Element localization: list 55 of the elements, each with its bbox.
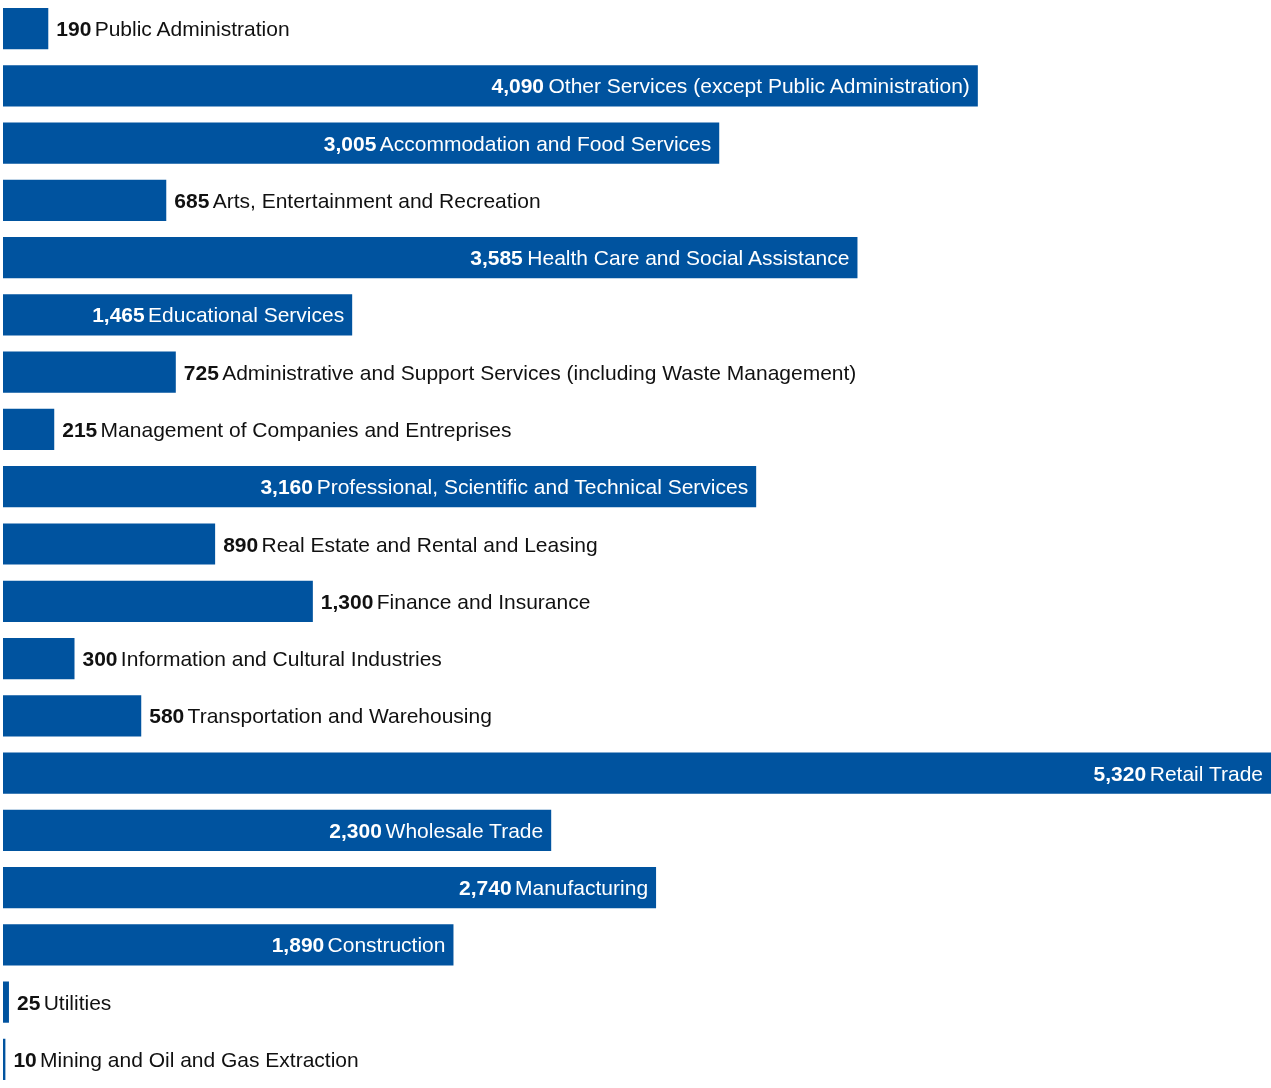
bar: [3, 637, 75, 680]
bar: [3, 351, 176, 393]
data-label: 2,740: [459, 876, 512, 900]
y-tick-label: Public Administration: [94, 17, 290, 41]
y-tick-label: Retail Trade: [1149, 761, 1263, 785]
bar: [3, 981, 9, 1023]
data-label: 1,300: [320, 589, 374, 613]
y-tick-label: Health Care and Social Assistance: [527, 246, 850, 270]
bar: [3, 809, 552, 851]
data-label: 580: [149, 704, 185, 728]
y-tick-label: Educational Services: [148, 303, 345, 327]
bar: [3, 179, 167, 222]
data-label: 685: [174, 188, 210, 212]
y-tick-label: Finance and Insurance: [376, 589, 591, 613]
data-label: 3,585: [470, 246, 524, 270]
bar: [3, 924, 454, 966]
data-label: 25: [16, 990, 41, 1014]
y-tick-label: Professional, Scientific and Technical Services: [316, 475, 749, 499]
data-label: 3,005: [323, 131, 377, 155]
data-label: 4,090: [491, 74, 545, 98]
data-label: 10: [13, 1047, 37, 1071]
y-tick-label: Information and Cultural Industries: [120, 647, 442, 671]
y-tick-label: Manufacturing: [514, 876, 649, 900]
y-tick-label: Other Services (except Public Administration): [548, 74, 970, 98]
data-label: 2,300: [329, 818, 382, 842]
y-tick-label: Management of Companies and Entreprises: [100, 417, 512, 441]
y-tick-label: Real Estate and Rental and Leasing: [261, 532, 598, 556]
bar: [3, 408, 55, 451]
data-label: 215: [62, 417, 98, 441]
y-tick-label: Wholesale Trade: [385, 818, 544, 842]
y-tick-label: Utilities: [43, 990, 112, 1014]
y-tick-label: Transportation and Warehousing: [187, 704, 492, 728]
y-tick-label: Construction: [327, 933, 446, 957]
y-tick-label: Arts, Entertainment and Recreation: [212, 188, 541, 212]
bar: [3, 866, 657, 909]
bar: [3, 237, 858, 279]
bar: [3, 523, 216, 565]
data-label: 725: [183, 360, 220, 384]
bar: [3, 580, 313, 622]
bar: [3, 122, 720, 164]
data-label: 890: [223, 532, 259, 556]
data-label: 300: [82, 647, 118, 671]
bar: [3, 8, 49, 50]
bar: [3, 65, 978, 107]
data-label: 190: [56, 17, 92, 41]
bar: [3, 752, 1271, 794]
data-label: 5,320: [1093, 761, 1147, 785]
y-tick-label: Administrative and Support Services (including Waste Management): [222, 360, 857, 384]
y-tick-label: Accommodation and Food Services: [379, 131, 712, 155]
data-label: 3,160: [260, 475, 313, 499]
bar: [3, 294, 353, 336]
data-label: 1,890: [271, 933, 325, 957]
bar: [3, 695, 142, 737]
y-tick-label: Mining and Oil and Gas Extraction: [40, 1047, 359, 1071]
data-label: 1,465: [92, 303, 146, 327]
